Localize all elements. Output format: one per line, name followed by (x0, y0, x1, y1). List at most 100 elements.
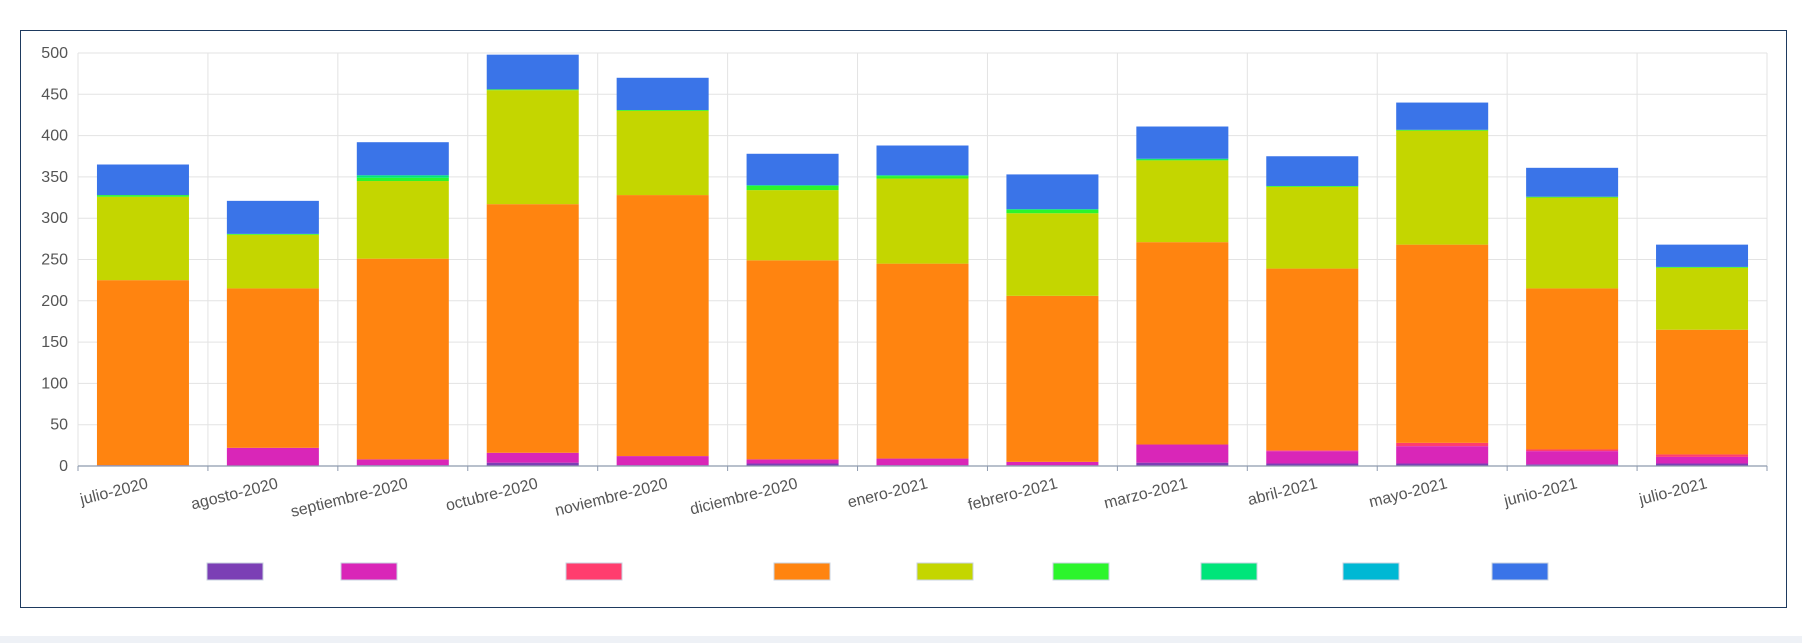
page-bottom-strip (0, 636, 1802, 643)
bar-9-series-1[interactable] (1266, 451, 1359, 464)
bar-7-series-8[interactable] (1006, 174, 1099, 210)
bar-7-series-4[interactable] (1006, 213, 1099, 296)
bar-11-series-2[interactable] (1526, 449, 1619, 452)
bar-9-series-2[interactable] (1266, 450, 1359, 452)
bar-12-series-1[interactable] (1656, 456, 1749, 464)
x-tick-label-10: mayo-2021 (1367, 475, 1449, 511)
bar-12-series-3[interactable] (1656, 329, 1749, 455)
stacked-bar-chart: 0 50 100 150 200 250 300 350 400 450 500 julio-202… (41, 45, 1768, 581)
bar-6-series-4[interactable] (876, 178, 969, 264)
bar-10-series-5[interactable] (1396, 129, 1489, 131)
bar-1-series-1[interactable] (226, 447, 319, 466)
bar-0-series-5[interactable] (96, 195, 189, 197)
bar-6-series-3[interactable] (876, 263, 969, 459)
bar-10-series-8[interactable] (1396, 102, 1489, 130)
bar-7-series-5[interactable] (1006, 209, 1099, 214)
bar-5-series-5[interactable] (746, 185, 839, 191)
x-tick-label-12: julio-2021 (1637, 475, 1710, 509)
bar-3-series-8[interactable] (486, 54, 579, 90)
bar-7-series-3[interactable] (1006, 295, 1099, 462)
bar-7-series-6[interactable] (1006, 209, 1099, 210)
bar-1-series-4[interactable] (226, 234, 319, 289)
bar-2-series-3[interactable] (356, 258, 449, 460)
bar-10-series-4[interactable] (1396, 130, 1489, 245)
bar-3-series-5[interactable] (486, 89, 579, 91)
legend-swatch-6[interactable] (1200, 562, 1258, 581)
bar-2-series-1[interactable] (356, 459, 449, 466)
x-tick-label-6: enero-2021 (846, 475, 930, 511)
bar-6-series-1[interactable] (876, 458, 969, 466)
legend-swatch-1[interactable] (340, 562, 398, 581)
bar-6-series-5[interactable] (876, 176, 969, 179)
bar-2-series-5[interactable] (356, 177, 449, 182)
bar-5-series-0[interactable] (746, 463, 839, 466)
bar-12-series-2[interactable] (1656, 454, 1749, 457)
bar-2-series-4[interactable] (356, 181, 449, 259)
bar-4-series-5[interactable] (616, 109, 709, 111)
bar-12-series-8[interactable] (1656, 244, 1749, 267)
bar-11-series-4[interactable] (1526, 197, 1619, 289)
bar-11-series-3[interactable] (1526, 288, 1619, 450)
bar-2-series-8[interactable] (356, 142, 449, 176)
x-tick-label-3: octubre-2020 (444, 475, 540, 514)
y-tick-label-7: 350 (41, 169, 68, 186)
bar-12-series-5[interactable] (1656, 266, 1749, 268)
bar-7-series-1[interactable] (1006, 461, 1099, 466)
bar-3-series-0[interactable] (486, 462, 579, 466)
bar-9-series-5[interactable] (1266, 185, 1359, 187)
bar-6-series-8[interactable] (876, 145, 969, 176)
bar-8-series-0[interactable] (1136, 462, 1229, 466)
bar-6-series-6[interactable] (876, 175, 969, 177)
y-tick-label-10: 500 (41, 45, 68, 62)
legend-swatch-8[interactable] (1491, 562, 1549, 581)
bar-0-series-4[interactable] (96, 196, 189, 281)
legend-swatch-7[interactable] (1342, 562, 1400, 581)
legend-swatch-0[interactable] (206, 562, 264, 581)
bar-12-series-4[interactable] (1656, 267, 1749, 330)
bar-8-series-1[interactable] (1136, 444, 1229, 463)
legend-swatch-3[interactable] (773, 562, 831, 581)
bar-10-series-2[interactable] (1396, 442, 1489, 447)
bar-11-series-0[interactable] (1526, 464, 1619, 466)
bar-8-series-5[interactable] (1136, 159, 1229, 161)
bar-1-series-5[interactable] (226, 233, 319, 235)
bar-3-series-3[interactable] (486, 204, 579, 453)
bar-0-series-8[interactable] (96, 164, 189, 196)
bar-5-series-6[interactable] (746, 185, 839, 186)
bar-8-series-6[interactable] (1136, 158, 1229, 160)
bar-3-series-1[interactable] (486, 452, 579, 463)
bar-10-series-0[interactable] (1396, 463, 1489, 466)
bar-8-series-8[interactable] (1136, 126, 1229, 159)
bar-10-series-1[interactable] (1396, 446, 1489, 464)
bar-1-series-3[interactable] (226, 288, 319, 448)
bar-8-series-4[interactable] (1136, 160, 1229, 243)
legend-swatch-5[interactable] (1052, 562, 1110, 581)
bar-5-series-8[interactable] (746, 153, 839, 186)
bar-5-series-3[interactable] (746, 260, 839, 460)
bar-12-series-0[interactable] (1656, 463, 1749, 466)
bar-4-series-3[interactable] (616, 195, 709, 457)
bar-0-series-3[interactable] (96, 280, 189, 466)
bar-9-series-8[interactable] (1266, 156, 1359, 186)
bar-1-series-8[interactable] (226, 200, 319, 234)
bar-5-series-1[interactable] (746, 459, 839, 464)
bar-9-series-3[interactable] (1266, 268, 1359, 451)
legend-swatch-2[interactable] (565, 562, 623, 581)
bar-3-series-4[interactable] (486, 90, 579, 205)
bar-4-series-1[interactable] (616, 456, 709, 466)
x-tick-label-4: noviembre-2020 (553, 475, 669, 519)
bar-11-series-1[interactable] (1526, 451, 1619, 465)
bar-5-series-4[interactable] (746, 190, 839, 261)
axes (77, 465, 1768, 471)
legend-swatch-4[interactable] (916, 562, 974, 581)
bar-10-series-3[interactable] (1396, 244, 1489, 443)
bar-4-series-4[interactable] (616, 110, 709, 196)
x-tick-label-8: marzo-2021 (1102, 475, 1189, 512)
bar-9-series-0[interactable] (1266, 463, 1359, 466)
bar-2-series-6[interactable] (356, 175, 449, 178)
bar-11-series-8[interactable] (1526, 167, 1619, 197)
bar-4-series-8[interactable] (616, 77, 709, 110)
bar-11-series-5[interactable] (1526, 196, 1619, 198)
bar-8-series-3[interactable] (1136, 242, 1229, 445)
bar-9-series-4[interactable] (1266, 186, 1359, 269)
